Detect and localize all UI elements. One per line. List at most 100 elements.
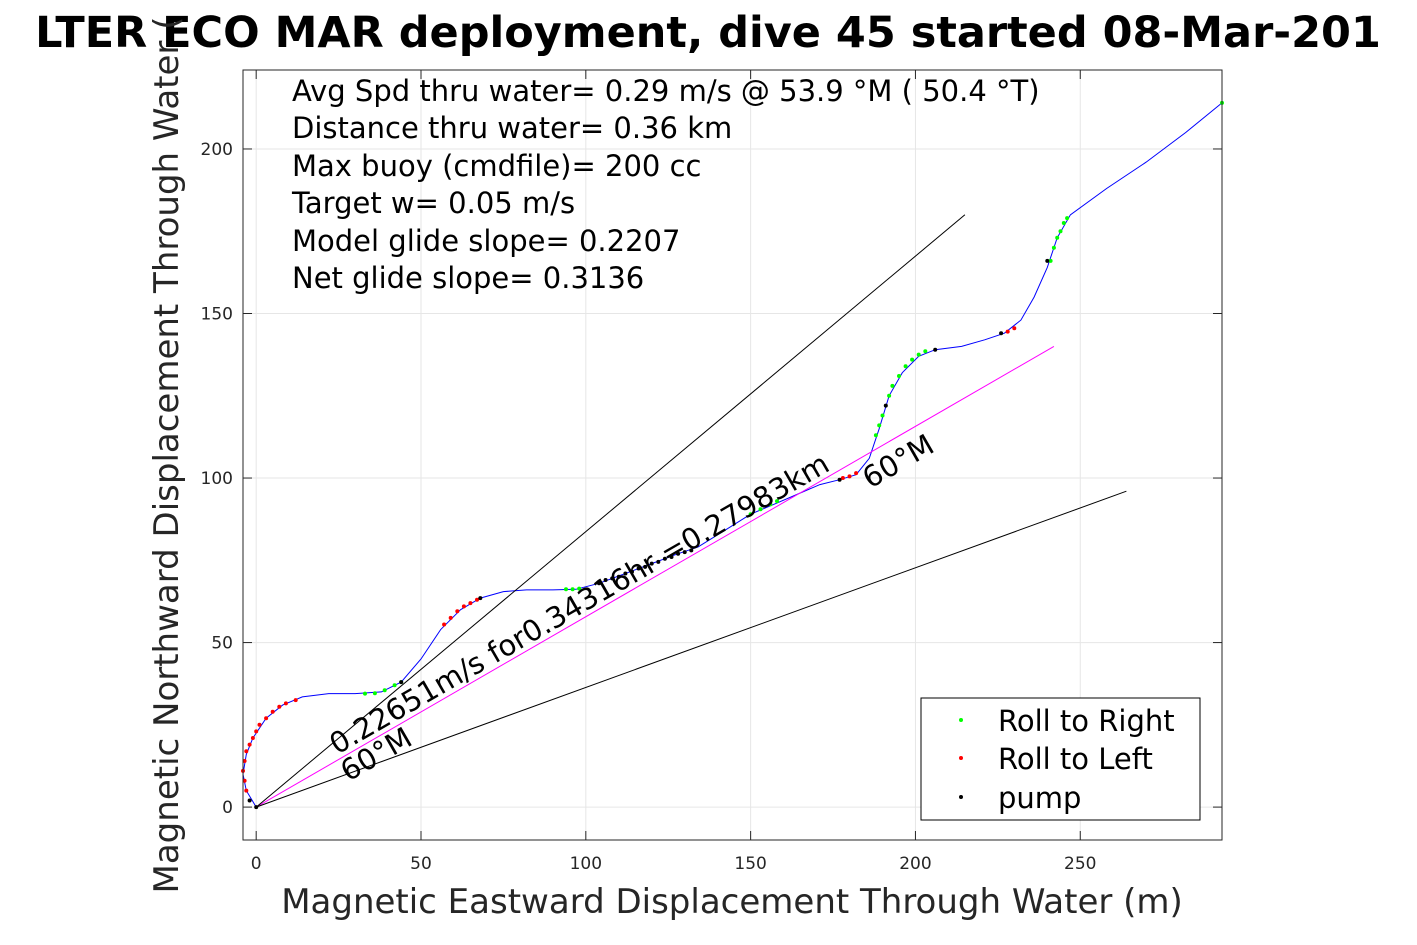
legend-label-roll-right: Roll to Right (998, 704, 1175, 738)
pump-point (636, 566, 641, 571)
pump-point (676, 551, 681, 556)
roll-right-point (392, 683, 397, 688)
roll-right-point (887, 393, 892, 398)
legend-box (920, 697, 1201, 821)
stat-target-w: Target w= 0.05 m/s (291, 186, 575, 220)
stat-model-glide: Model glide slope= 0.2207 (292, 224, 680, 258)
roll-left-point (283, 701, 288, 706)
x-tick-label: 250 (1064, 854, 1096, 874)
roll-right-point (1055, 235, 1060, 240)
roll-left-point (277, 704, 282, 709)
pump-point (478, 596, 483, 601)
upper-bound-line (255, 214, 966, 808)
roll-right-point (890, 383, 895, 388)
legend-label-roll-left: Roll to Left (998, 742, 1153, 776)
roll-right-point (1065, 216, 1070, 221)
roll-left-point (1005, 329, 1010, 334)
roll-left-point (244, 788, 249, 793)
y-tick-label: 50 (211, 634, 233, 654)
roll-left-point (244, 749, 249, 754)
pump-point (656, 559, 661, 564)
roll-right-point (758, 507, 763, 512)
roll-right-point (372, 691, 377, 696)
roll-left-point (242, 778, 247, 783)
lower-bound-line (256, 490, 1127, 808)
roll-left-point (455, 609, 460, 614)
stats-block: Avg Spd thru water= 0.29 m/s @ 53.9 °M (… (291, 74, 1040, 295)
marker-layer (241, 100, 1224, 810)
pump-point (623, 571, 628, 576)
x-tick-label: 100 (570, 854, 602, 874)
y-tick-label: 0 (222, 798, 233, 818)
chart-title: LTER ECO MAR deployment, dive 45 started… (35, 8, 1381, 58)
roll-right-point (1058, 229, 1063, 234)
stat-avg-speed: Avg Spd thru water= 0.29 m/s @ 53.9 °M (… (292, 74, 1040, 108)
y-axis-ticks: 0 50 100 150 200 (201, 140, 1222, 818)
pump-point (999, 331, 1004, 336)
roll-right-point (775, 499, 779, 504)
roll-right-point (880, 413, 885, 418)
roll-right-point (897, 374, 901, 378)
y-tick-label: 100 (201, 469, 233, 489)
pump-point (689, 548, 694, 553)
x-tick-label: 0 (251, 854, 262, 874)
roll-right-point (564, 587, 568, 592)
roll-left-point (293, 698, 298, 703)
roll-left-point (1012, 326, 1017, 331)
roll-left-point (854, 471, 859, 476)
roll-left-point (254, 729, 259, 734)
pump-point (662, 556, 667, 561)
pump-point (837, 477, 842, 482)
legend-marker-roll-left (959, 756, 963, 760)
stat-max-buoy: Max buoy (cmdfile)= 200 cc (292, 149, 701, 183)
roll-right-point (570, 587, 575, 592)
pump-point (682, 550, 687, 555)
roll-left-point (448, 615, 453, 620)
pump-point (616, 574, 621, 579)
pump-point (669, 555, 674, 559)
roll-right-point (1061, 221, 1066, 225)
roll-right-point (903, 364, 908, 369)
x-tick-label: 150 (734, 854, 766, 874)
plot-frame (242, 69, 1223, 841)
roll-right-point (768, 502, 773, 507)
roll-right-point (748, 512, 753, 517)
pump-point (399, 680, 404, 685)
roll-left-point (250, 736, 255, 740)
legend-marker-pump (959, 795, 963, 799)
pump-point (933, 347, 938, 352)
glider-track-line (242, 102, 1223, 808)
roll-left-point (468, 601, 473, 606)
stat-net-glide: Net glide slope= 0.3136 (292, 261, 644, 295)
legend-marker-roll-right (959, 718, 963, 722)
stat-distance: Distance thru water= 0.36 km (292, 111, 732, 145)
pump-point (247, 798, 252, 803)
x-axis-label: Magnetic Eastward Displacement Through W… (281, 882, 1183, 922)
roll-right-point (382, 688, 387, 693)
roll-right-point (877, 423, 882, 428)
legend: Roll to Right Roll to Left pump (920, 697, 1201, 821)
legend-label-pump: pump (998, 781, 1081, 815)
pump-point (643, 564, 648, 569)
roll-left-point (475, 597, 479, 602)
roll-right-point (1051, 245, 1056, 250)
roll-left-point (442, 622, 447, 627)
roll-right-point (1048, 258, 1053, 263)
pump-point (1045, 258, 1050, 263)
pump-point (883, 403, 888, 408)
roll-left-point (270, 709, 275, 714)
x-tick-label: 200 (899, 854, 931, 874)
roll-left-point (247, 742, 252, 747)
roll-right-point (873, 433, 878, 438)
roll-left-point (461, 604, 466, 609)
series-layer (242, 102, 1223, 808)
x-axis-ticks: 0 50 100 150 200 250 (251, 70, 1096, 874)
roll-right-point (923, 349, 928, 354)
roll-left-point (257, 722, 262, 727)
pump-point (649, 561, 654, 566)
y-axis-label: Magnetic Northward Displacement Through … (147, 17, 187, 894)
roll-left-point (242, 759, 247, 763)
roll-right-point (577, 586, 582, 591)
roll-left-point (847, 474, 852, 479)
pump-point (603, 578, 608, 582)
